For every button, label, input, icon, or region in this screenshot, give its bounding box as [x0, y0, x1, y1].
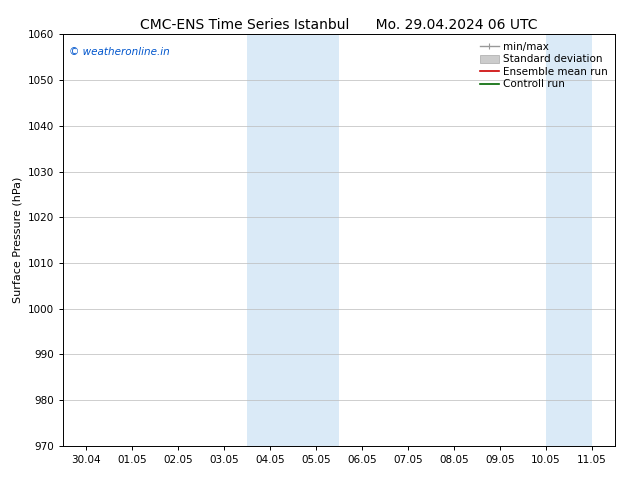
Legend: min/max, Standard deviation, Ensemble mean run, Controll run: min/max, Standard deviation, Ensemble me… — [478, 40, 610, 92]
Text: © weatheronline.in: © weatheronline.in — [69, 47, 170, 57]
Y-axis label: Surface Pressure (hPa): Surface Pressure (hPa) — [13, 177, 23, 303]
Bar — [247, 34, 293, 446]
Title: CMC-ENS Time Series Istanbul      Mo. 29.04.2024 06 UTC: CMC-ENS Time Series Istanbul Mo. 29.04.2… — [141, 18, 538, 32]
Bar — [293, 34, 339, 446]
Bar — [546, 34, 592, 446]
